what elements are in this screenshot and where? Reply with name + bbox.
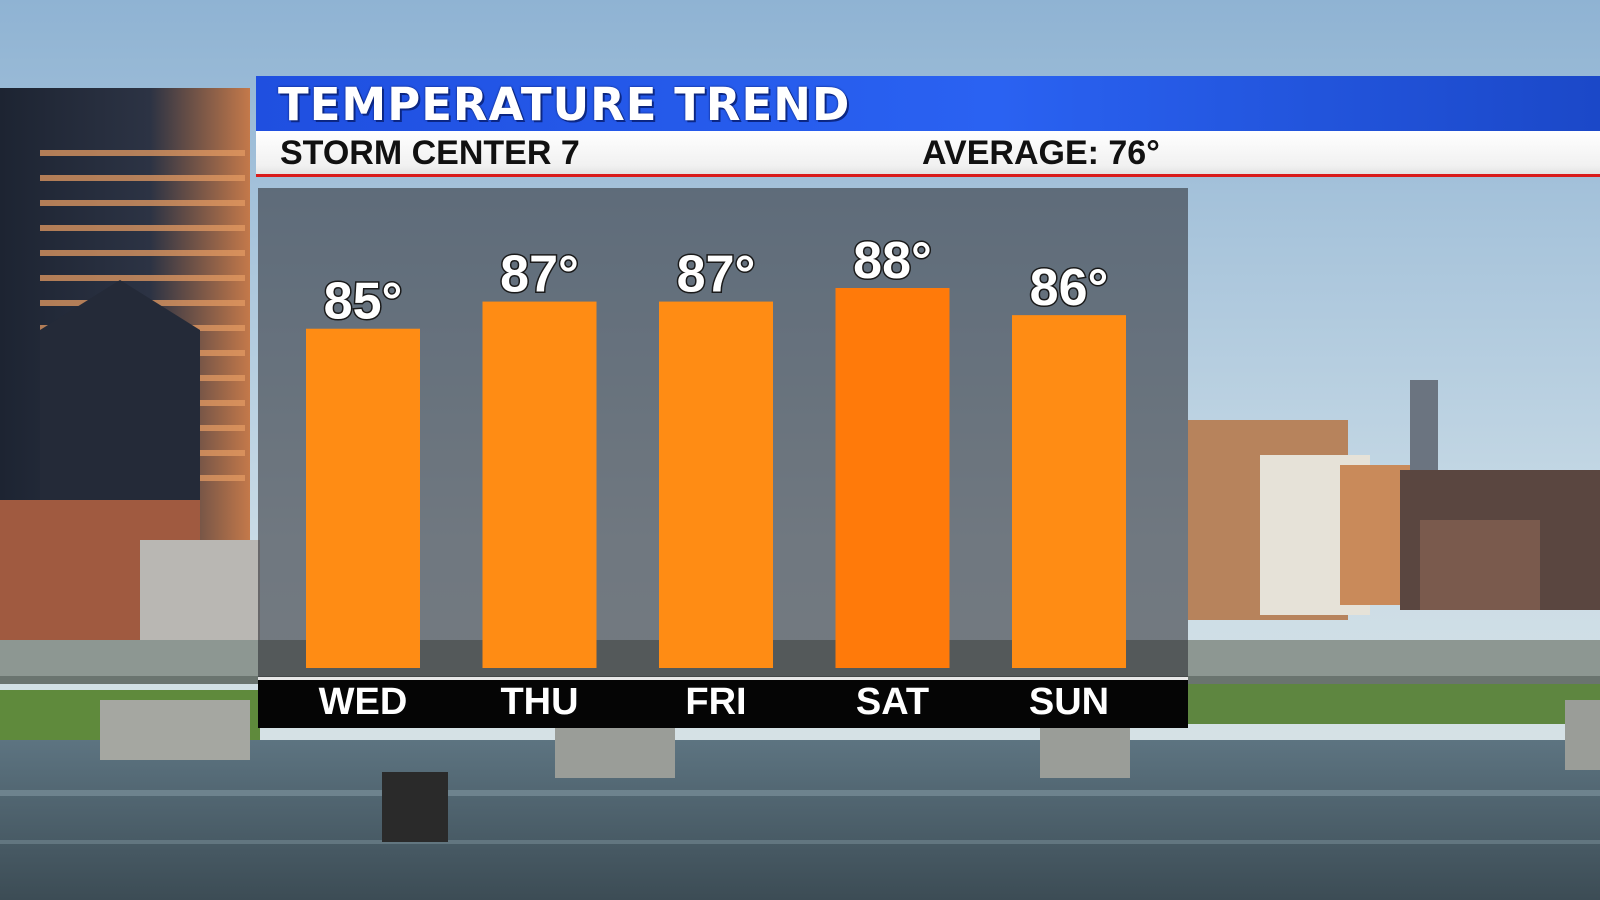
day-label-sun: SUN	[1029, 681, 1109, 723]
bar-wed	[306, 328, 420, 668]
station-name: STORM CENTER 7	[280, 134, 580, 172]
value-label-sun: 86°	[1030, 259, 1109, 317]
value-label-thu: 87°	[500, 246, 579, 304]
average-temperature: AVERAGE: 76°	[922, 134, 1160, 172]
x-axis-line	[258, 677, 1188, 680]
bar-fri	[659, 301, 773, 668]
bar-sat	[835, 288, 950, 668]
value-label-wed: 85°	[324, 273, 403, 331]
value-label-sat: 88°	[853, 232, 932, 290]
value-label-fri: 87°	[677, 246, 756, 304]
day-label-thu: THU	[500, 681, 578, 723]
chart-title: TEMPERATURE TREND	[278, 78, 851, 131]
bar-sun	[1012, 315, 1126, 668]
temperature-bar-chart: 85° WED 87° THU 87° FRI 88° SAT 86° SUN	[306, 231, 1126, 723]
day-label-fri: FRI	[685, 681, 746, 723]
title-banner: TEMPERATURE TREND	[256, 76, 1600, 131]
bar-thu	[482, 301, 597, 668]
x-axis-strip	[258, 678, 1188, 728]
day-label-wed: WED	[319, 681, 408, 723]
subtitle-banner: STORM CENTER 7 AVERAGE: 76°	[256, 131, 1600, 177]
day-label-sat: SAT	[856, 681, 929, 723]
